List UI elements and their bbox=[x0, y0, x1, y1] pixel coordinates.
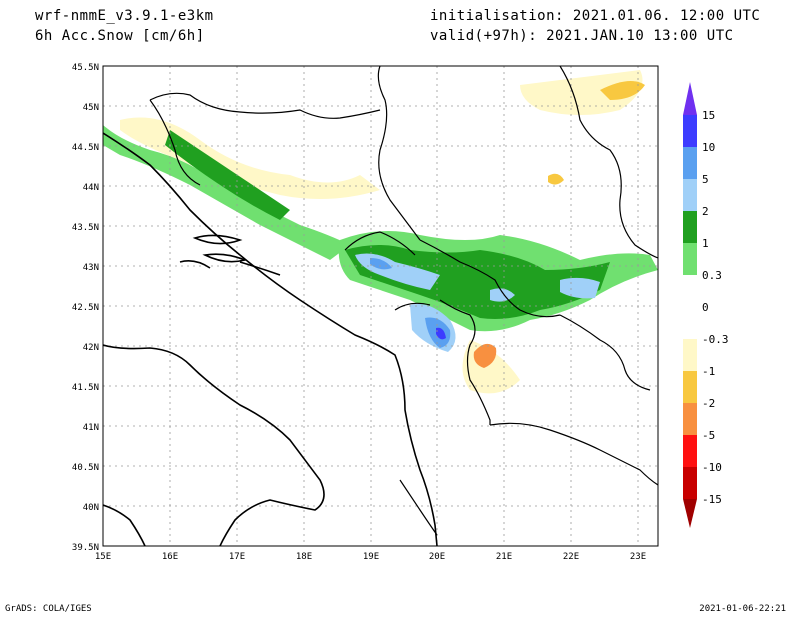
colorbar-swatch bbox=[683, 307, 697, 339]
snow-area-positive bbox=[560, 277, 600, 299]
snow-area-positive bbox=[103, 125, 350, 260]
lon-label: 21E bbox=[496, 552, 512, 562]
colorbar-label: -1 bbox=[702, 365, 715, 378]
colorbar-label: 15 bbox=[702, 109, 715, 122]
lon-label: 15E bbox=[95, 552, 111, 562]
colorbar-label: -5 bbox=[702, 429, 715, 442]
lon-label: 19E bbox=[363, 552, 379, 562]
colorbar-swatch bbox=[683, 179, 697, 211]
colorbar-label: -0.3 bbox=[702, 333, 729, 346]
snow-area-negative bbox=[548, 173, 564, 185]
lon-label: 16E bbox=[162, 552, 178, 562]
colorbar-swatch bbox=[683, 371, 697, 403]
lon-label: 18E bbox=[296, 552, 312, 562]
lat-label: 42N bbox=[83, 343, 99, 353]
init-time: initialisation: 2021.01.06. 12:00 UTC bbox=[430, 8, 761, 24]
colorbar: 15 10 5 2 1 0.3 0 -0.3 -1 -2 -5 -10 -15 bbox=[683, 82, 729, 528]
coastlines bbox=[103, 132, 438, 546]
lat-label: 42.5N bbox=[72, 303, 99, 313]
map-grid bbox=[103, 66, 658, 546]
colorbar-swatch bbox=[683, 339, 697, 371]
colorbar-swatch bbox=[683, 211, 697, 243]
model-title: wrf-nmmE_v3.9.1-e3km bbox=[35, 8, 214, 24]
lat-label: 40.5N bbox=[72, 463, 99, 473]
map-frame bbox=[102, 65, 659, 547]
colorbar-swatch bbox=[683, 467, 697, 499]
colorbar-swatch bbox=[683, 147, 697, 179]
snow-area-positive bbox=[436, 327, 446, 340]
colorbar-label: 1 bbox=[702, 237, 709, 250]
lat-labels: 45.5N 45N 44.5N 44N 43.5N 43N 42.5N 42N … bbox=[72, 63, 99, 553]
snow-area-negative bbox=[520, 70, 643, 115]
lat-label: 39.5N bbox=[72, 543, 99, 553]
lat-label: 45N bbox=[83, 103, 99, 113]
country-borders bbox=[149, 66, 658, 536]
colorbar-swatch bbox=[683, 243, 697, 275]
colorbar-label: 10 bbox=[702, 141, 715, 154]
colorbar-arrow-bottom bbox=[683, 499, 697, 528]
colorbar-label: -10 bbox=[702, 461, 722, 474]
footer-timestamp: 2021-01-06-22:21 bbox=[699, 604, 786, 614]
footer-credit: GrADS: COLA/IGES bbox=[5, 604, 92, 614]
lon-label: 20E bbox=[429, 552, 445, 562]
colorbar-label: -15 bbox=[702, 493, 722, 506]
colorbar-swatch bbox=[683, 115, 697, 147]
colorbar-label: 2 bbox=[702, 205, 709, 218]
colorbar-swatch bbox=[683, 275, 697, 307]
colorbar-label: 0.3 bbox=[702, 269, 722, 282]
snow-area-positive bbox=[345, 245, 610, 319]
snow-area-positive bbox=[490, 288, 515, 302]
lat-label: 44.5N bbox=[72, 143, 99, 153]
field-title: 6h Acc.Snow [cm/6h] bbox=[35, 28, 205, 44]
colorbar-label: -2 bbox=[702, 397, 715, 410]
colorbar-arrow-top bbox=[683, 82, 697, 115]
lat-label: 44N bbox=[83, 183, 99, 193]
colorbar-label: 0 bbox=[702, 301, 709, 314]
snow-field bbox=[103, 70, 658, 394]
lon-label: 17E bbox=[229, 552, 245, 562]
colorbar-swatch bbox=[683, 403, 697, 435]
lon-label: 22E bbox=[563, 552, 579, 562]
lat-label: 43N bbox=[83, 263, 99, 273]
colorbar-swatch bbox=[683, 435, 697, 467]
lon-label: 23E bbox=[630, 552, 646, 562]
lat-label: 41.5N bbox=[72, 383, 99, 393]
lat-label: 41N bbox=[83, 423, 99, 433]
snow-area-positive bbox=[165, 130, 290, 220]
valid-time: valid(+97h): 2021.JAN.10 13:00 UTC bbox=[430, 28, 734, 44]
lat-label: 43.5N bbox=[72, 223, 99, 233]
snow-area-negative bbox=[600, 81, 645, 100]
lon-labels: 15E 16E 17E 18E 19E 20E 21E 22E 23E bbox=[95, 552, 646, 562]
snow-area-negative bbox=[120, 117, 380, 199]
snow-area-negative bbox=[473, 343, 497, 368]
snow-area-positive bbox=[370, 258, 392, 270]
colorbar-label: 5 bbox=[702, 173, 709, 186]
lat-label: 45.5N bbox=[72, 63, 99, 73]
lat-label: 40N bbox=[83, 503, 99, 513]
